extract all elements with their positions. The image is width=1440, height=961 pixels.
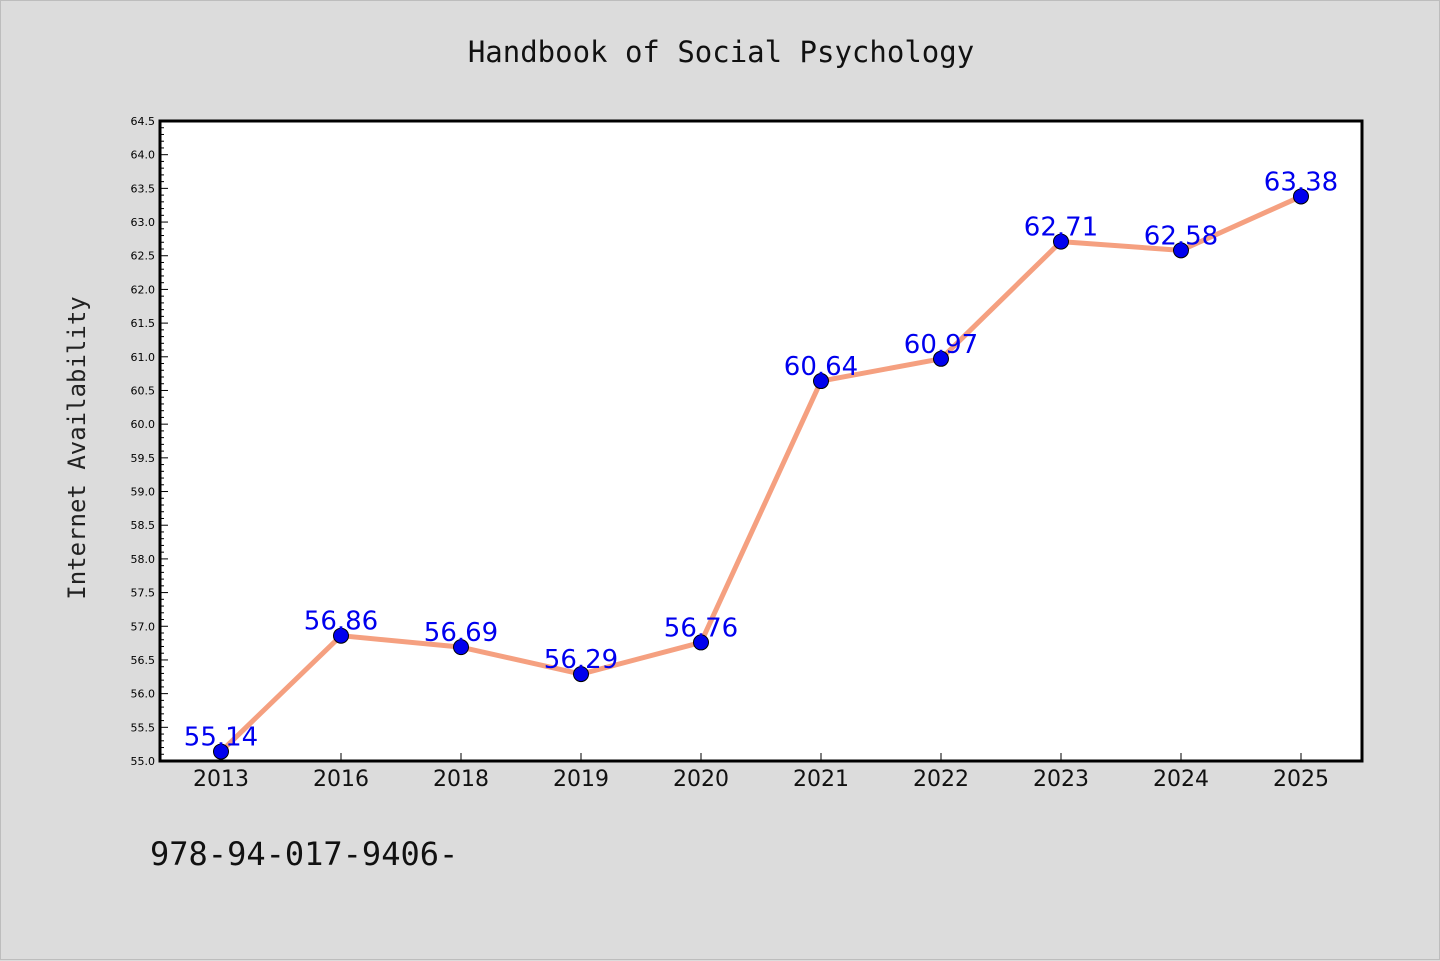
data-label: 60.97 — [904, 330, 978, 360]
data-point — [813, 373, 829, 390]
x-tick-label: 2023 — [1033, 767, 1089, 792]
data-point — [693, 634, 709, 651]
y-tick-label: 62.5 — [131, 250, 156, 263]
data-point — [1053, 233, 1069, 250]
y-tick-label: 62.0 — [131, 283, 156, 296]
data-point — [573, 666, 589, 683]
data-point — [1293, 188, 1309, 205]
data-label: 62.71 — [1024, 213, 1098, 243]
data-label: 55.14 — [184, 723, 258, 753]
data-point — [453, 639, 469, 656]
series-line — [218, 193, 1304, 755]
y-tick-label: 58.0 — [131, 553, 156, 566]
y-tick-label: 64.0 — [131, 149, 156, 162]
y-tick-label: 63.5 — [131, 182, 156, 195]
y-tick-label: 57.0 — [131, 620, 156, 633]
y-tick-label: 56.5 — [131, 654, 156, 667]
y-tick-label: 64.5 — [131, 115, 156, 128]
x-tick-label: 2021 — [793, 767, 849, 792]
y-tick-label: 58.5 — [131, 519, 156, 532]
data-label: 62.58 — [1144, 221, 1218, 251]
x-tick-label: 2016 — [313, 767, 369, 792]
y-tick-label: 56.0 — [131, 688, 156, 701]
y-tick-label: 61.5 — [131, 317, 156, 330]
data-label: 63.38 — [1264, 167, 1338, 197]
data-label: 56.76 — [664, 613, 738, 643]
x-tick-label: 2024 — [1153, 767, 1209, 792]
y-tick-label: 55.0 — [131, 755, 156, 768]
x-tick-label: 2018 — [433, 767, 489, 792]
y-tick-label: 55.5 — [131, 721, 156, 734]
y-tick-label: 59.0 — [131, 486, 156, 499]
data-label: 56.29 — [544, 645, 618, 675]
data-point — [933, 350, 949, 367]
data-point — [333, 627, 349, 644]
y-tick-label: 59.5 — [131, 452, 156, 465]
y-tick-label: 60.0 — [131, 418, 156, 431]
x-tick-label: 2025 — [1273, 767, 1329, 792]
x-tick-label: 2013 — [193, 767, 249, 792]
y-tick-label: 61.0 — [131, 351, 156, 364]
data-label: 60.64 — [784, 352, 858, 382]
x-tick-label: 2020 — [673, 767, 729, 792]
data-point — [1173, 242, 1189, 259]
footer-code: 978-94-017-9406- — [150, 835, 459, 873]
x-tick-label: 2019 — [553, 767, 609, 792]
y-tick-label: 60.5 — [131, 384, 156, 397]
chart-title: Handbook of Social Psychology — [467, 35, 975, 69]
y-tick-label: 57.5 — [131, 587, 156, 600]
data-point — [213, 743, 229, 760]
y-tick-label: 63.0 — [131, 216, 156, 229]
data-label: 56.86 — [304, 607, 378, 637]
plot-area — [158, 119, 1364, 763]
x-tick-label: 2022 — [913, 767, 969, 792]
data-label: 56.69 — [424, 618, 498, 648]
